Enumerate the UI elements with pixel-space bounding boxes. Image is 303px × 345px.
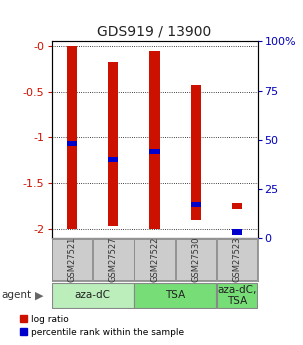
Bar — [191, 85, 201, 220]
Text: TSA: TSA — [165, 290, 185, 300]
Bar — [232, 203, 242, 209]
Bar — [93, 239, 134, 280]
Text: GSM27523: GSM27523 — [232, 237, 241, 282]
Bar — [149, 51, 160, 229]
Text: GSM27522: GSM27522 — [150, 237, 159, 282]
Bar — [108, 157, 118, 162]
Bar — [232, 229, 242, 235]
Bar — [191, 202, 201, 207]
Bar — [108, 62, 118, 226]
Text: aza-dC,
TSA: aza-dC, TSA — [217, 285, 257, 306]
Bar — [149, 149, 160, 154]
Bar — [217, 283, 257, 308]
Bar — [134, 283, 216, 308]
Text: agent: agent — [2, 290, 32, 300]
Text: GSM27521: GSM27521 — [68, 237, 77, 282]
Bar — [52, 239, 92, 280]
Bar — [175, 239, 216, 280]
Bar — [67, 141, 77, 146]
Legend: log ratio, percentile rank within the sample: log ratio, percentile rank within the sa… — [20, 315, 185, 337]
Text: ▶: ▶ — [35, 290, 43, 300]
Bar — [67, 46, 77, 229]
Text: GSM27527: GSM27527 — [109, 237, 118, 282]
Bar — [134, 239, 175, 280]
Bar — [52, 283, 134, 308]
Text: aza-dC: aza-dC — [75, 290, 111, 300]
Title: GDS919 / 13900: GDS919 / 13900 — [97, 25, 212, 39]
Text: GSM27530: GSM27530 — [191, 237, 200, 282]
Bar — [217, 239, 257, 280]
